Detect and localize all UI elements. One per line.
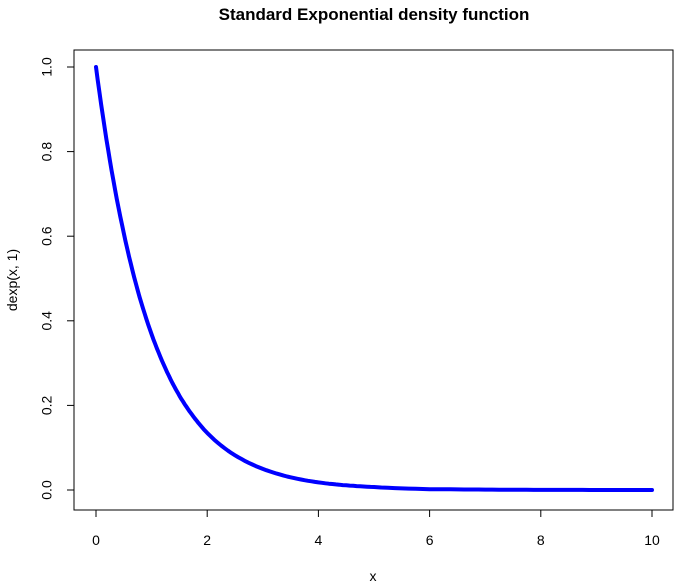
- y-axis-label: dexp(x, 1): [4, 249, 20, 311]
- y-tick-label: 0.6: [39, 226, 55, 246]
- x-tick-label: 8: [537, 532, 545, 548]
- y-tick-label: 0.4: [39, 311, 55, 331]
- y-tick-label: 0.2: [39, 395, 55, 415]
- x-tick-label: 0: [92, 532, 100, 548]
- x-tick-label: 2: [203, 532, 211, 548]
- x-axis-label: x: [370, 568, 377, 584]
- x-tick-label: 6: [426, 532, 434, 548]
- x-axis: 0 2 4 6 8 10: [92, 509, 660, 548]
- y-axis: 0.0 0.2 0.4 0.6 0.8 1.0: [39, 57, 75, 500]
- y-tick-label: 0.8: [39, 142, 55, 162]
- y-tick-label: 1.0: [39, 57, 55, 77]
- x-tick-label: 4: [315, 532, 323, 548]
- chart-title: Standard Exponential density function: [219, 5, 530, 24]
- plot-area-frame: [73, 49, 674, 511]
- y-tick-label: 0.0: [39, 480, 55, 500]
- density-curve: [94, 65, 654, 492]
- x-tick-label: 10: [644, 532, 660, 548]
